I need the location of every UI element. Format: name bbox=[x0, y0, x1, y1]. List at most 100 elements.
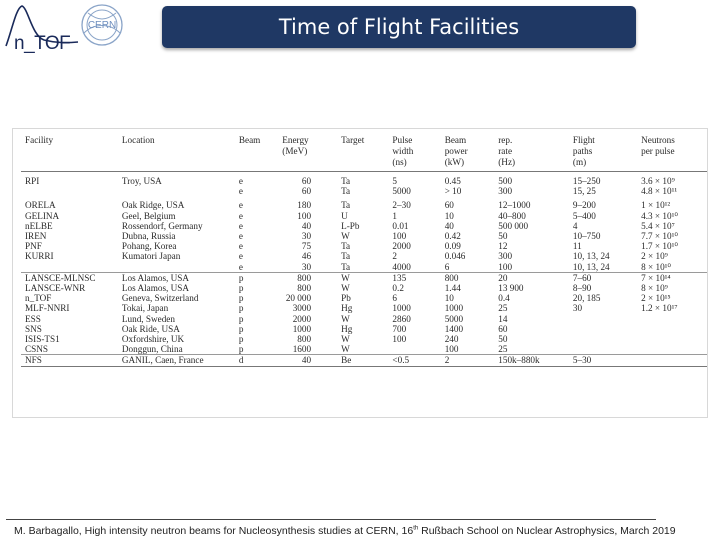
table-cell: 40–800 bbox=[498, 210, 526, 221]
table-cell: CSNS bbox=[25, 344, 48, 355]
table-cell: 10, 13, 24 bbox=[572, 251, 610, 262]
table-cell: Ta bbox=[341, 261, 351, 272]
slide-title: Time of Flight Facilities bbox=[278, 15, 520, 39]
table-cell: 1.7 × 10¹⁰ bbox=[641, 241, 679, 252]
table-row: LANSCE-WNR Los Alamos, USA p 800 W 0.2 1.44 13 … bbox=[21, 283, 707, 293]
table-cell: d bbox=[234, 354, 279, 367]
table-cell: p bbox=[238, 344, 244, 355]
table-row: nELBE Rossendorf, Germany e 40 L-Pb 0.01 40 500… bbox=[21, 221, 707, 231]
table-cell: e bbox=[238, 251, 243, 262]
cern-logo-icon: CERN bbox=[81, 4, 123, 46]
column-header-line: Target bbox=[341, 135, 365, 145]
column-header: Energy (MeV) bbox=[278, 135, 338, 172]
table-cell: 2000 bbox=[392, 241, 411, 252]
table-cell: 5–30 bbox=[568, 354, 638, 367]
table-cell: L-Pb bbox=[341, 220, 360, 231]
table-cell: 0.09 bbox=[444, 241, 461, 252]
table-row: ESS Lund, Sweden p 2000 W 2860 5000 14 bbox=[21, 314, 707, 324]
table-cell: Los Alamos, USA bbox=[121, 283, 190, 294]
table-cell: Be bbox=[337, 354, 389, 367]
table-cell: p bbox=[238, 303, 244, 314]
table-cell bbox=[118, 186, 235, 196]
table-row: MLF-NNRI Tokai, Japan p 3000 Hg 1000 1000 25 30 1… bbox=[21, 303, 707, 313]
table-cell: MLF-NNRI bbox=[25, 303, 70, 314]
column-header-line: Flight bbox=[572, 135, 595, 145]
ntof-wave-icon bbox=[5, 5, 79, 47]
table-cell: 40 bbox=[301, 220, 312, 231]
table-cell: Ta bbox=[341, 200, 351, 211]
table-cell: Ta bbox=[341, 251, 351, 262]
table-cell: 100 bbox=[392, 231, 407, 242]
table-cell: 15, 25 bbox=[572, 186, 596, 197]
table-row: NFS GANIL, Caen, France d 40 Be <0.5 2 150k–880… bbox=[21, 354, 707, 367]
table-row: SNS Oak Ride, USA p 1000 Hg 700 1400 60 bbox=[21, 324, 707, 334]
table-cell: 5000 bbox=[392, 186, 411, 197]
table-cell: W bbox=[337, 271, 389, 284]
column-header: Target bbox=[337, 135, 389, 172]
table-cell: e bbox=[238, 200, 243, 211]
table-cell: Kumatori Japan bbox=[121, 251, 181, 262]
table-cell: LANSCE-WNR bbox=[25, 283, 86, 294]
table-cell: 20 bbox=[494, 271, 569, 284]
table-cell: NFS bbox=[21, 354, 118, 367]
table-cell: 25 bbox=[498, 344, 508, 355]
table-cell: 4 bbox=[572, 220, 578, 231]
table-cell: 8–90 bbox=[572, 283, 592, 294]
table-cell: Dubna, Russia bbox=[121, 231, 176, 242]
table-cell: 100 bbox=[297, 210, 312, 221]
title-banner: Time of Flight Facilities bbox=[162, 6, 636, 48]
table-cell bbox=[569, 314, 637, 324]
table-cell: 2–30 bbox=[392, 200, 411, 211]
table-cell: 10, 13, 24 bbox=[572, 261, 610, 272]
table-cell: KURRI bbox=[25, 251, 54, 262]
table-cell: <0.5 bbox=[388, 354, 441, 367]
table-cell: 150k–880k bbox=[494, 354, 569, 367]
table-cell: 60 bbox=[498, 323, 508, 334]
table-cell: n_TOF bbox=[25, 293, 52, 304]
table-cell: 2860 bbox=[392, 313, 411, 324]
column-header-line: per pulse bbox=[641, 146, 675, 156]
table-cell: e bbox=[238, 220, 243, 231]
table-cell: 10–750 bbox=[572, 231, 601, 242]
table-cell: 100 bbox=[498, 261, 513, 272]
column-header: Location bbox=[117, 135, 235, 172]
table-cell: Hg bbox=[341, 303, 353, 314]
table-row: e 60 Ta 5000 > 10 300 15, 25 4.8 × 10¹¹ bbox=[21, 186, 707, 196]
column-header-line: (kW) bbox=[444, 157, 465, 167]
table-cell: W bbox=[341, 231, 350, 242]
table-cell: 180 bbox=[297, 200, 312, 211]
table-cell bbox=[21, 262, 118, 273]
footer-text: M. Barbagallo, High intensity neutron be… bbox=[14, 525, 414, 537]
table-cell: U bbox=[341, 210, 348, 221]
table-cell bbox=[21, 186, 118, 196]
table-row: ORELA Oak Ridge, USA e 180 Ta 2–30 60 12–1000 9–… bbox=[21, 196, 707, 210]
column-header-line: width bbox=[392, 146, 414, 156]
table-cell: IREN bbox=[25, 231, 47, 242]
table-cell: 6 bbox=[444, 261, 450, 272]
table-cell: e bbox=[238, 231, 243, 242]
table-cell: Oxfordshire, UK bbox=[121, 334, 185, 345]
table-cell: GELINA bbox=[25, 210, 60, 221]
table-cell: e bbox=[238, 210, 243, 221]
table-cell: 30 bbox=[572, 303, 583, 314]
table-cell: Oak Ridge, USA bbox=[121, 200, 185, 211]
table-cell: 500 000 bbox=[498, 220, 529, 231]
table-cell: 1000 bbox=[292, 323, 312, 334]
table-cell: Lund, Sweden bbox=[121, 313, 175, 324]
table-cell: 4.3 × 10¹⁰ bbox=[641, 210, 679, 221]
column-header-line: Energy bbox=[282, 135, 309, 145]
table-cell bbox=[637, 344, 707, 355]
table-header-row: Facility Location Beam Energy (MeV) Target Pul… bbox=[21, 135, 707, 172]
table-cell: > 10 bbox=[444, 186, 462, 197]
table-cell bbox=[637, 334, 707, 344]
column-header-line: Location bbox=[121, 135, 155, 145]
column-header-line: (ns) bbox=[392, 157, 407, 167]
table-cell: Hg bbox=[341, 323, 353, 334]
table-row: ISIS-TS1 Oxfordshire, UK p 800 W 100 240 50 bbox=[21, 334, 707, 344]
table-cell: ISIS-TS1 bbox=[25, 334, 60, 345]
column-header: Beam bbox=[234, 135, 279, 172]
table-cell: e bbox=[238, 261, 243, 272]
table-cell: 1000 bbox=[444, 303, 464, 314]
table-cell: ESS bbox=[25, 313, 41, 324]
table-cell: 2 bbox=[392, 251, 398, 262]
